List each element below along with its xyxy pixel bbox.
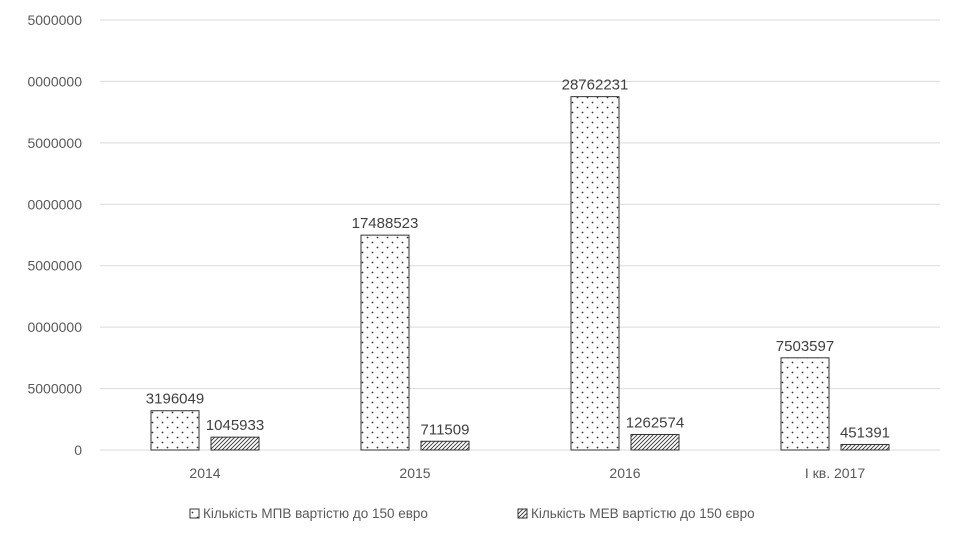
legend-item-1: Кількість МПВ вартістю до 150 евро [189,506,428,521]
x-tick-label: I кв. 2017 [805,465,865,481]
data-label: 3196049 [146,391,204,408]
legend-item-2: Кількість МЕВ вартістю до 150 євро [517,506,755,521]
bar-series-1 [150,410,200,451]
bar-series-1 [780,357,830,451]
legend-label: Кількість МЕВ вартістю до 150 євро [531,506,755,521]
x-tick-label: 2015 [399,465,430,481]
legend-label: Кількість МПВ вартістю до 150 евро [203,506,428,521]
x-axis-tick-labels: 2014 2015 2016 I кв. 2017 [189,465,865,481]
data-label: 1262574 [626,414,684,431]
legend-swatch [517,508,528,519]
x-tick-label: 2014 [189,465,220,481]
bar-series-1 [570,96,620,451]
bar-series-2 [630,433,680,451]
y-tick-label: 0 [74,442,82,458]
y-tick-label: 0000000 [27,196,82,212]
bar-series-2 [840,443,890,451]
y-tick-label: 5000000 [27,381,82,397]
y-tick-label: 5000000 [27,12,82,28]
data-label: 711509 [421,421,470,438]
bar-series-1 [360,234,410,451]
y-tick-label: 5000000 [27,258,82,274]
data-label: 451391 [840,424,890,441]
legend-swatch [189,508,200,519]
x-tick-label: 2016 [609,465,640,481]
y-tick-label: 0000000 [27,319,82,335]
data-label: 17488523 [352,215,419,232]
bars [150,96,890,451]
y-axis-tick-labels: 0 5000000 0000000 5000000 0000000 5000000 0000… [27,12,82,458]
data-label: 1045933 [206,417,264,434]
y-tick-label: 5000000 [27,135,82,151]
y-tick-label: 0000000 [27,73,82,89]
bar-series-2 [210,436,260,451]
data-label: 7503597 [776,338,834,355]
legend: Кількість МПВ вартістю до 150 евро Кількі… [189,506,755,521]
gridlines [100,19,940,451]
data-label: 28762231 [562,77,629,94]
bar-series-2 [420,440,470,451]
